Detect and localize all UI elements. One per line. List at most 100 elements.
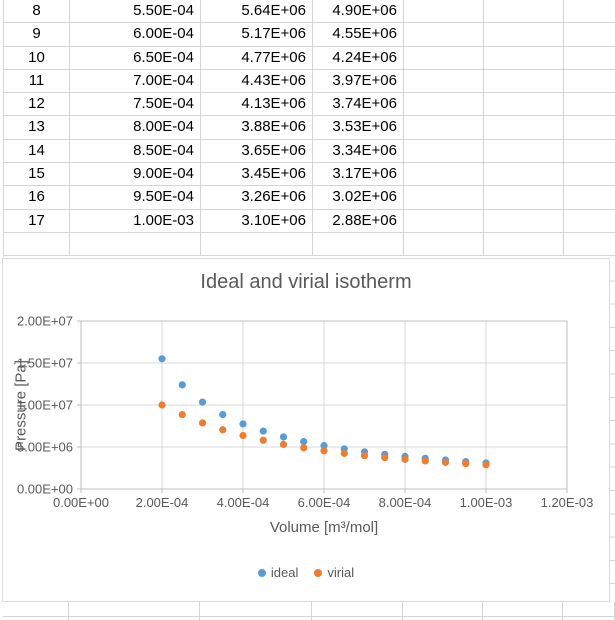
spreadsheet-cell[interactable]: 5.17E+06 — [201, 23, 313, 46]
spreadsheet-cell[interactable] — [564, 47, 615, 69]
spreadsheet-cell[interactable]: 8.50E-04 — [70, 139, 201, 163]
spreadsheet-cell[interactable]: 3.26E+06 — [201, 186, 313, 209]
data-point-virial[interactable] — [441, 458, 450, 466]
spreadsheet-cell[interactable] — [564, 186, 615, 208]
spreadsheet-cell[interactable] — [3, 617, 69, 620]
legend-item-virial[interactable]: virial — [314, 565, 354, 580]
data-point-virial[interactable] — [158, 401, 166, 409]
data-point-ideal[interactable] — [158, 355, 166, 363]
spreadsheet-cell[interactable] — [70, 232, 201, 256]
data-point-virial[interactable] — [219, 426, 227, 434]
spreadsheet-cell[interactable] — [564, 23, 615, 45]
spreadsheet-cell[interactable] — [484, 163, 564, 186]
spreadsheet-cell[interactable]: 4.24E+06 — [313, 46, 404, 69]
spreadsheet-cell[interactable]: 3.17E+06 — [313, 163, 404, 186]
spreadsheet-cell[interactable] — [484, 46, 564, 69]
spreadsheet-cell[interactable] — [312, 602, 403, 616]
spreadsheet-cell[interactable] — [483, 602, 563, 616]
spreadsheet-cell[interactable]: 3.88E+06 — [201, 116, 313, 139]
spreadsheet-cell[interactable] — [404, 46, 484, 69]
data-point-virial[interactable] — [300, 444, 308, 452]
spreadsheet-cell[interactable]: 3.45E+06 — [201, 163, 313, 186]
spreadsheet-cell[interactable] — [484, 186, 564, 209]
spreadsheet-cell[interactable] — [564, 70, 615, 92]
spreadsheet-cell[interactable]: 3.74E+06 — [313, 93, 404, 116]
spreadsheet-cell[interactable]: 9.00E-04 — [70, 163, 201, 186]
spreadsheet-cell[interactable]: 8.00E-04 — [70, 116, 201, 139]
spreadsheet-cell[interactable]: 4.43E+06 — [201, 69, 313, 93]
spreadsheet-cell[interactable] — [69, 602, 200, 616]
data-point-ideal[interactable] — [219, 410, 227, 419]
spreadsheet-cell[interactable] — [404, 23, 484, 46]
spreadsheet-cell[interactable] — [564, 116, 615, 138]
spreadsheet-cell[interactable]: 8 — [4, 0, 70, 23]
spreadsheet-cell[interactable]: 2.88E+06 — [313, 209, 404, 232]
spreadsheet-cell[interactable] — [404, 186, 484, 209]
spreadsheet-cell[interactable]: 17 — [4, 209, 70, 232]
spreadsheet-cell[interactable] — [200, 602, 312, 616]
data-point-ideal[interactable] — [300, 438, 308, 446]
data-point-virial[interactable] — [482, 461, 490, 469]
spreadsheet-cell[interactable]: 5.50E-04 — [70, 0, 201, 23]
spreadsheet-cell[interactable]: 10 — [4, 46, 70, 69]
data-point-virial[interactable] — [401, 455, 409, 463]
spreadsheet-cell[interactable]: 3.97E+06 — [313, 69, 404, 93]
spreadsheet-cell[interactable]: 9.50E-04 — [70, 186, 201, 209]
spreadsheet-cell[interactable]: 4.77E+06 — [201, 46, 313, 69]
spreadsheet-cell[interactable] — [200, 617, 312, 620]
data-point-virial[interactable] — [259, 436, 267, 444]
spreadsheet-cell[interactable] — [564, 233, 615, 255]
spreadsheet-cell[interactable] — [483, 617, 563, 620]
spreadsheet-cell[interactable]: 6.00E-04 — [70, 23, 201, 46]
spreadsheet-cell[interactable] — [484, 69, 564, 93]
data-point-ideal[interactable] — [178, 381, 186, 389]
spreadsheet-cell[interactable] — [404, 139, 484, 163]
spreadsheet-cell[interactable] — [313, 232, 404, 256]
spreadsheet-cell[interactable] — [4, 232, 70, 256]
spreadsheet-cell[interactable] — [403, 602, 483, 616]
data-point-virial[interactable] — [421, 457, 429, 465]
spreadsheet-cell[interactable] — [404, 116, 484, 139]
spreadsheet-cell[interactable] — [484, 209, 564, 232]
data-point-ideal[interactable] — [259, 427, 267, 435]
spreadsheet-cell[interactable] — [312, 617, 403, 620]
data-point-ideal[interactable] — [198, 398, 207, 406]
spreadsheet-cell[interactable] — [484, 139, 564, 163]
chart-ideal-virial-isotherm[interactable]: Ideal and virial isotherm Pressure [Pa] … — [2, 258, 610, 602]
spreadsheet-cell[interactable] — [564, 210, 615, 232]
data-point-virial[interactable] — [279, 440, 288, 448]
spreadsheet-cell[interactable] — [404, 93, 484, 116]
spreadsheet-cell[interactable] — [403, 617, 483, 620]
spreadsheet-cell[interactable]: 11 — [4, 69, 70, 93]
data-point-virial[interactable] — [320, 447, 328, 455]
spreadsheet-cell[interactable] — [484, 232, 564, 256]
spreadsheet-cell[interactable]: 4.90E+06 — [313, 0, 404, 23]
data-point-ideal[interactable] — [320, 441, 328, 450]
spreadsheet-cell[interactable] — [484, 0, 564, 23]
spreadsheet-cell[interactable] — [404, 163, 484, 186]
spreadsheet-cell[interactable]: 14 — [4, 139, 70, 163]
data-point-virial[interactable] — [178, 410, 186, 419]
spreadsheet-cell[interactable] — [404, 0, 484, 23]
spreadsheet-cell[interactable]: 4.13E+06 — [201, 93, 313, 116]
spreadsheet-cell[interactable]: 7.00E-04 — [70, 69, 201, 93]
legend-item-ideal[interactable]: ideal — [257, 565, 298, 580]
spreadsheet-cell[interactable]: 3.53E+06 — [313, 116, 404, 139]
spreadsheet-cell[interactable]: 3.02E+06 — [313, 186, 404, 209]
spreadsheet-cell[interactable] — [564, 163, 615, 185]
spreadsheet-cell[interactable] — [484, 23, 564, 46]
spreadsheet-cell[interactable]: 4.55E+06 — [313, 23, 404, 46]
spreadsheet-cell[interactable] — [404, 209, 484, 232]
spreadsheet-cell[interactable] — [201, 232, 313, 256]
data-point-virial[interactable] — [462, 460, 470, 468]
data-point-ideal[interactable] — [279, 433, 288, 441]
spreadsheet-cell[interactable]: 3.10E+06 — [201, 209, 313, 232]
spreadsheet-cell[interactable]: 9 — [4, 23, 70, 46]
spreadsheet-cell[interactable] — [3, 602, 69, 616]
spreadsheet-cell[interactable]: 6.50E-04 — [70, 46, 201, 69]
data-point-virial[interactable] — [198, 419, 207, 427]
spreadsheet-cell[interactable] — [404, 69, 484, 93]
data-point-virial[interactable] — [360, 452, 369, 460]
spreadsheet-cell[interactable] — [484, 93, 564, 116]
spreadsheet-cell[interactable] — [404, 232, 484, 256]
